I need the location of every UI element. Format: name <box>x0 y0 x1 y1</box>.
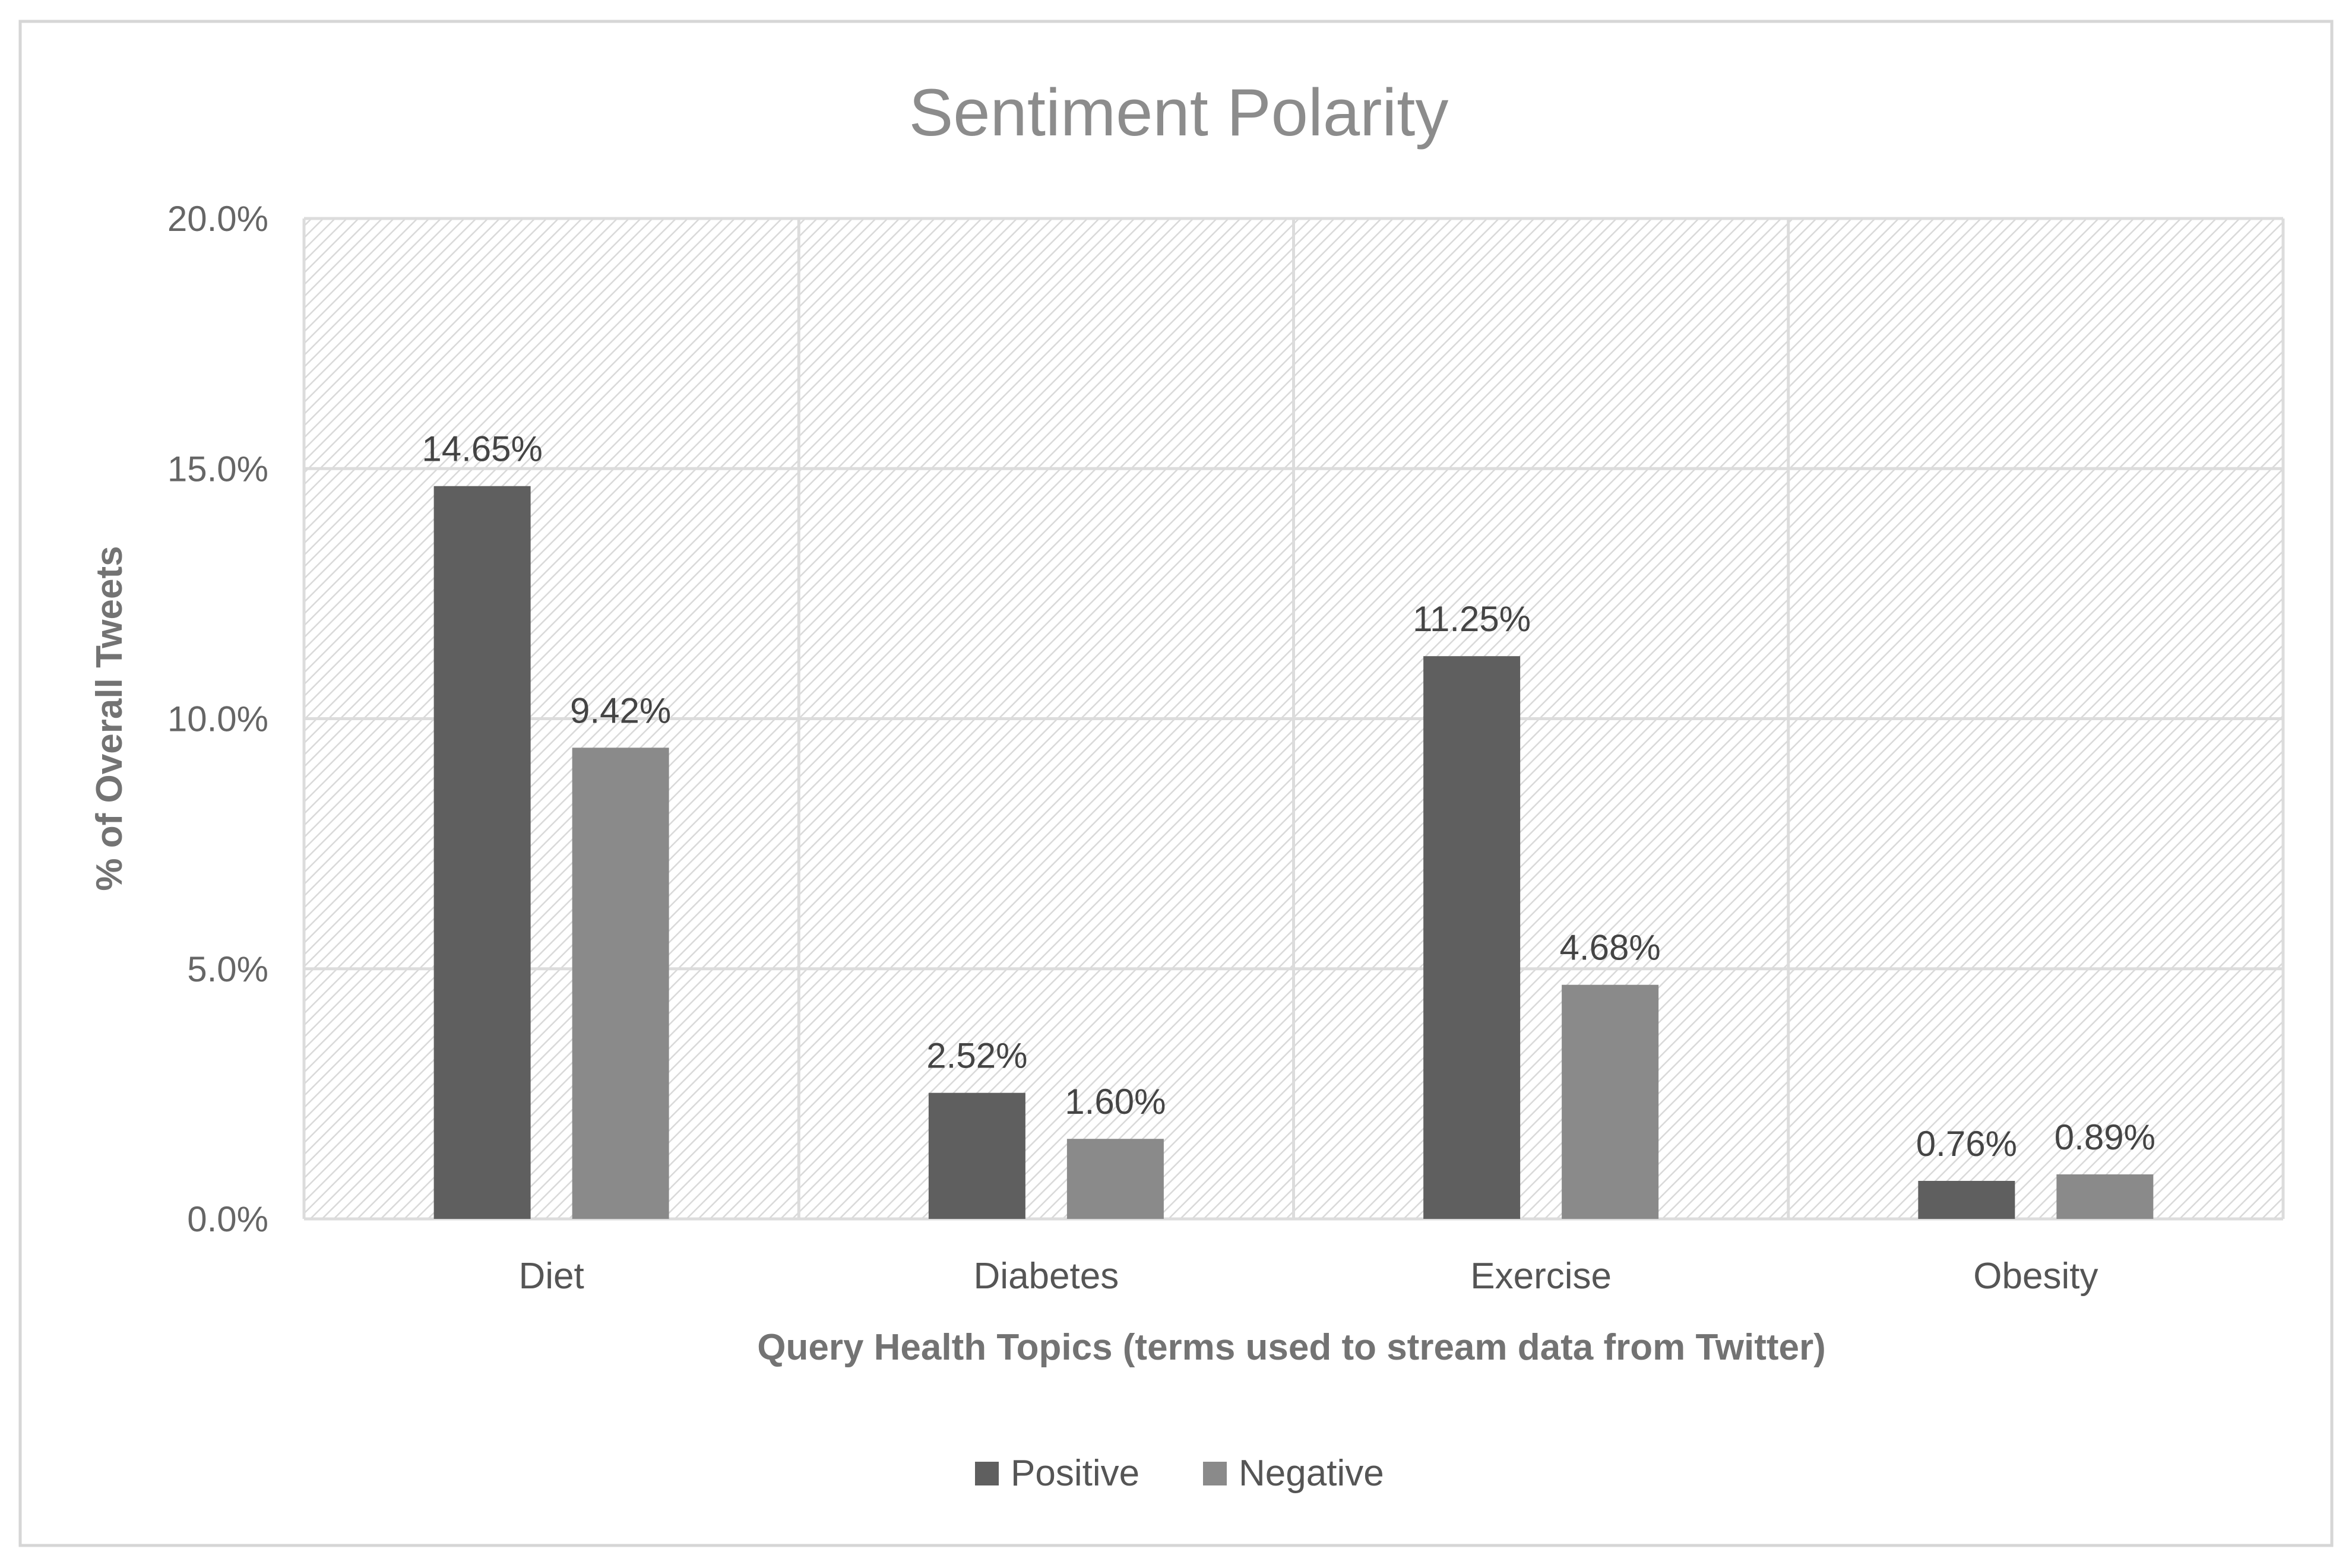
y-axis-ticks: 0.0% 5.0% 10.0% 15.0% 20.0% <box>167 199 268 1239</box>
x-tick-label-obesity: Obesity <box>1973 1256 2098 1297</box>
x-tick-label-diet: Diet <box>518 1256 584 1297</box>
legend: Positive Negative <box>975 1453 1384 1494</box>
data-labels: 14.65% 9.42% 2.52% 1.60% 11.25% 4.68% 0.76% 0.8… <box>422 429 2155 1164</box>
y-tick-label: 0.0% <box>187 1199 268 1239</box>
bar-positive-diabetes <box>928 1092 1025 1219</box>
data-label-negative-diet: 9.42% <box>570 690 671 730</box>
bar-negative-exercise <box>1562 984 1659 1219</box>
y-tick-label: 15.0% <box>167 449 268 489</box>
bar-negative-diet <box>572 747 669 1219</box>
bar-positive-obesity <box>1918 1180 2015 1219</box>
y-tick-label: 10.0% <box>167 699 268 739</box>
legend-swatch-positive <box>975 1462 999 1485</box>
data-label-negative-obesity: 0.89% <box>2055 1117 2155 1157</box>
data-label-negative-exercise: 4.68% <box>1560 928 1661 968</box>
bar-positive-exercise <box>1423 656 1521 1219</box>
bar-negative-diabetes <box>1066 1139 1164 1219</box>
data-label-positive-obesity: 0.76% <box>1916 1124 2017 1164</box>
y-axis-label: % of Overall Tweets <box>89 546 130 891</box>
data-label-negative-diabetes: 1.60% <box>1065 1082 1166 1122</box>
bar-negative-obesity <box>2056 1174 2154 1219</box>
x-tick-label-exercise: Exercise <box>1470 1256 1612 1297</box>
bar-positive-diet <box>433 486 531 1219</box>
legend-label-negative: Negative <box>1239 1453 1384 1494</box>
x-tick-label-diabetes: Diabetes <box>974 1256 1119 1297</box>
x-axis-categories: Diet Diabetes Exercise Obesity <box>518 1256 2098 1297</box>
bars <box>433 486 2154 1219</box>
y-tick-label: 5.0% <box>187 949 268 989</box>
chart-title: Sentiment Polarity <box>909 75 1449 150</box>
data-label-positive-diabetes: 2.52% <box>926 1036 1027 1076</box>
data-label-positive-exercise: 11.25% <box>1413 599 1531 639</box>
legend-swatch-negative <box>1203 1462 1227 1485</box>
data-label-positive-diet: 14.65% <box>422 429 543 469</box>
y-tick-label: 20.0% <box>167 199 268 239</box>
x-axis-label: Query Health Topics (terms used to strea… <box>757 1327 1826 1368</box>
legend-label-positive: Positive <box>1011 1453 1139 1494</box>
